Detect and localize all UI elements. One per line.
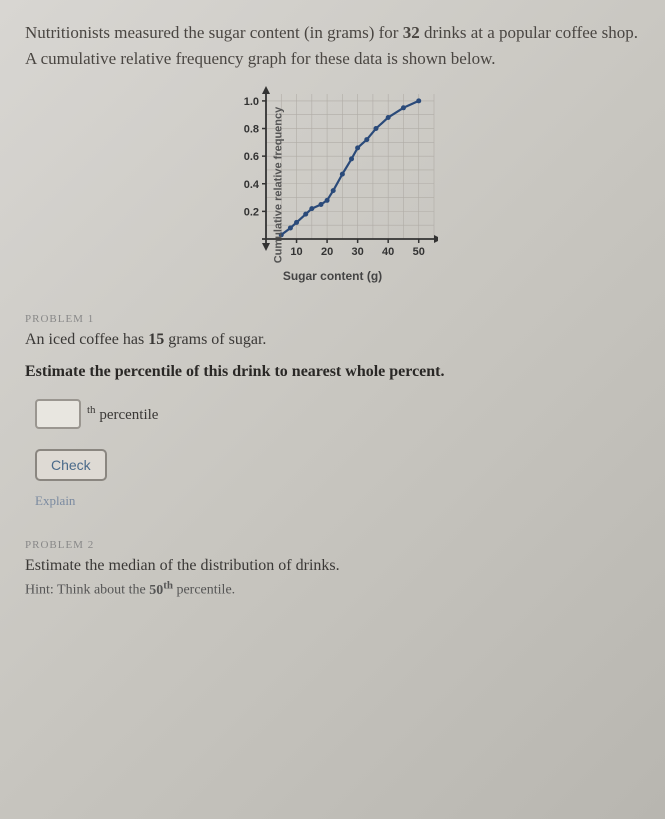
- svg-text:30: 30: [351, 246, 363, 256]
- svg-text:40: 40: [382, 246, 394, 256]
- problem1-stem: An iced coffee has 15 grams of sugar.: [25, 331, 640, 349]
- intro-count: 32: [403, 23, 420, 42]
- svg-text:0.6: 0.6: [243, 151, 258, 163]
- chart-svg: 0.2 0.4 0.6 0.8 1.0 10 20 30 40 50: [228, 86, 438, 256]
- svg-text:0.8: 0.8: [243, 124, 258, 136]
- problem1-tag: PROBLEM 1: [25, 313, 640, 325]
- percentile-unit: th percentile: [87, 404, 158, 424]
- intro-prefix: Nutritionists measured the sugar content…: [25, 23, 403, 42]
- svg-text:10: 10: [290, 246, 302, 256]
- y-axis-label: Cumulative relative frequency: [272, 106, 284, 263]
- svg-text:1.0: 1.0: [243, 96, 258, 108]
- problem2-hint: Hint: Think about the 50th percentile.: [25, 579, 640, 599]
- explain-link[interactable]: Explain: [35, 493, 640, 509]
- chart-container: Cumulative relative frequency 0.20.40.60…: [25, 86, 640, 283]
- answer-row: th percentile: [35, 399, 640, 429]
- intro-text: Nutritionists measured the sugar content…: [25, 20, 640, 71]
- problem2-tag: PROBLEM 2: [25, 539, 640, 551]
- problem1-prompt: Estimate the percentile of this drink to…: [25, 363, 640, 381]
- crf-chart: Cumulative relative frequency 0.20.40.60…: [228, 86, 438, 283]
- x-axis-label: Sugar content (g): [228, 269, 438, 283]
- problem2-stem: Estimate the median of the distribution …: [25, 557, 640, 575]
- percentile-input[interactable]: [35, 399, 81, 429]
- svg-text:50: 50: [412, 246, 424, 256]
- svg-text:0.4: 0.4: [243, 179, 259, 191]
- svg-text:0.2: 0.2: [243, 206, 258, 218]
- check-button[interactable]: Check: [35, 449, 107, 481]
- svg-text:20: 20: [320, 246, 332, 256]
